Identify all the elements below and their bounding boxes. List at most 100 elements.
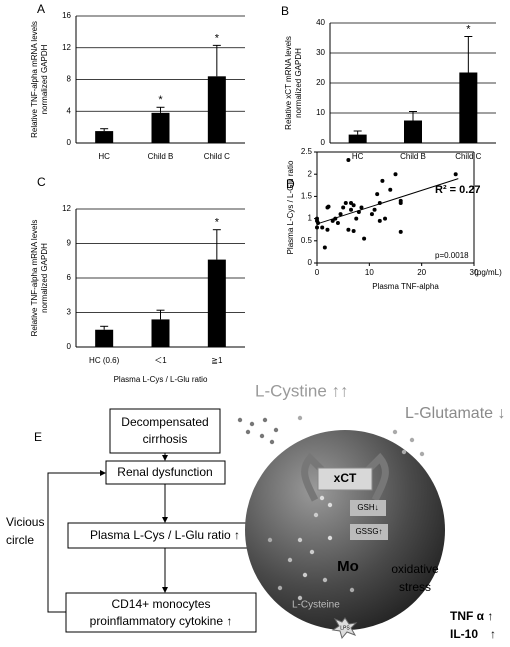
cell [245,430,445,630]
point [316,221,321,226]
point [346,227,351,232]
molecule [259,433,265,439]
molecule [327,502,333,508]
y-tick-label: 1.5 [301,192,313,201]
point [346,157,351,162]
point [315,225,319,230]
cystine-label: L-Cystine ↑↑ [255,381,349,400]
molecule [249,421,255,427]
y-tick-label: 1 [308,214,313,223]
point [333,216,338,221]
molecule [409,437,415,443]
x-axis-label: Plasma L-Cys / L-Glu ratio [114,375,208,384]
molecule [297,415,303,421]
point [330,218,335,223]
point [398,229,403,234]
molecule [349,587,355,593]
bar [151,319,170,347]
point [320,225,325,230]
molecule [322,577,328,583]
x-tick-label: 30 [470,268,479,277]
bar [95,329,114,347]
point [380,178,385,183]
x-tick-label: Child C [204,152,230,161]
point [322,245,327,250]
panel-letter: D [286,177,295,191]
y-tick-label: 30 [316,48,325,57]
molecule [313,512,319,518]
loop-label: circle [6,533,34,547]
y-tick-label: 16 [62,11,71,20]
node-text: CD14+ monocytes [111,597,210,611]
molecules [237,415,425,601]
bar [151,112,170,143]
diagram: E Decompensated cirrhosis Renal dysfunct… [6,381,505,641]
cell-name: Mo [337,558,359,575]
point [377,218,382,223]
panel-letter: C [37,175,46,189]
point [453,172,458,177]
node-text: Plasma L-Cys / L-Glu ratio ↑ [90,528,240,542]
point [388,187,393,192]
point [335,221,340,226]
point [393,172,398,177]
significance: * [215,32,220,44]
gsh-box [350,500,386,516]
y-axis-label: normalized GAPDH [294,48,303,118]
bar [207,76,226,143]
panel-letter: E [34,430,42,444]
y-axis-label: Relative xCT mRNA levels [284,36,293,130]
x-tick-label: Child C [455,152,481,161]
molecule [287,557,293,563]
point [372,207,377,212]
molecule [297,595,303,601]
molecule [277,585,283,591]
point [326,204,331,209]
trendline [316,178,459,225]
transporter-label: xCT [334,471,357,485]
x-tick-label: HC (0.6) [89,356,120,365]
lps-label: LPS [340,625,350,631]
x-tick-label: ≧1 [211,356,223,365]
gsh-label: GSH↓ [357,503,378,512]
x-tick-label: 10 [365,268,374,277]
transporter-arms [301,452,389,502]
molecule [401,449,407,455]
point [338,212,343,217]
molecule [267,537,273,543]
cysteine-label: L-Cysteine [292,600,340,611]
significance: * [215,217,220,229]
loop-label: Vicious [6,515,44,529]
molecule [309,549,315,555]
bar [404,120,422,143]
transporter-box [317,467,373,491]
point [354,216,359,221]
x-tick-label: HC [98,152,110,161]
point [351,203,356,208]
y-tick-label: 6 [67,273,72,282]
point [349,201,354,206]
point [341,205,346,210]
annotation: p=0.0018 [435,251,469,260]
y-tick-label: 4 [67,106,72,115]
lps-star [331,617,358,640]
x-tick-label: Child B [148,152,174,161]
point [349,207,354,212]
point [325,227,330,232]
node-box [67,522,263,549]
stress-label: stress [399,580,431,594]
point [369,212,374,217]
point [375,192,380,197]
panel-letter: B [281,4,289,18]
point [315,216,319,221]
node-text: proinflammatory cytokine ↑ [90,614,233,628]
y-axis-label: Relative TNF-alpha mRNA levels [30,21,39,138]
x-tick-label: Child B [400,152,426,161]
point [343,201,348,206]
y-tick-label: 2 [308,169,313,178]
y-tick-label: 8 [67,75,72,84]
point [383,216,388,221]
molecule [262,417,268,423]
